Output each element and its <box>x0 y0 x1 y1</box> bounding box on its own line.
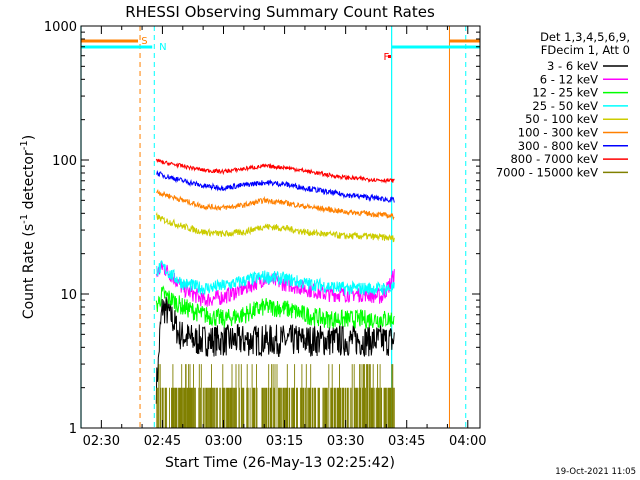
series-layer <box>155 158 395 428</box>
x-tick-label: 02:30 <box>83 434 120 449</box>
marker-layer: S N F <box>141 36 391 63</box>
y-axis-label: Count Rate (s-1 detector-1) <box>19 135 37 319</box>
x-tick-label: 02:45 <box>144 434 181 449</box>
chart-title: RHESSI Observing Summary Count Rates <box>125 3 435 21</box>
x-tick-label: 04:00 <box>449 434 486 449</box>
y-axis-ticks: 1 10 100 1000 <box>44 20 480 437</box>
legend-label: 6 - 12 keV <box>540 72 598 86</box>
legend-label: 12 - 25 keV <box>532 86 598 100</box>
marker-n: N <box>159 42 166 53</box>
legend-label: 100 - 300 keV <box>518 126 598 140</box>
y-tick-label: 1000 <box>44 20 77 35</box>
legend-label: 7000 - 15000 keV <box>496 165 598 179</box>
legend: Det 1,3,4,5,6,9, FDecim 1, Att 0 3 - 6 k… <box>496 30 630 179</box>
legend-header-line-1: Det 1,3,4,5,6,9, <box>540 30 630 44</box>
legend-label: 50 - 100 keV <box>525 112 598 126</box>
legend-label: 800 - 7000 keV <box>510 152 598 166</box>
plot-frame <box>80 25 481 429</box>
date-stamp: 19-Oct-2021 11:05 <box>555 467 636 477</box>
series-line <box>155 296 395 404</box>
marker-f: F <box>384 52 390 63</box>
x-tick-label: 03:45 <box>388 434 425 449</box>
series-line <box>156 260 395 296</box>
series-line <box>155 285 395 330</box>
x-axis-ticks: 02:30 02:45 03:00 03:15 03:30 03:45 04:00 <box>80 26 487 449</box>
series-line <box>156 170 395 204</box>
series-line <box>156 189 395 221</box>
legend-label: 300 - 800 keV <box>518 139 598 153</box>
series-line <box>155 158 395 184</box>
y-tick-label: 100 <box>52 154 77 169</box>
series-line <box>155 211 395 243</box>
legend-label: 3 - 6 keV <box>547 59 598 73</box>
legend-label: 25 - 50 keV <box>532 99 598 113</box>
series-line <box>156 364 395 428</box>
x-tick-label: 03:00 <box>205 434 242 449</box>
x-axis-label: Start Time (26-May-13 02:25:42) <box>165 455 395 471</box>
x-tick-label: 03:15 <box>266 434 303 449</box>
shading-lines <box>80 26 480 428</box>
y-tick-label: 1 <box>69 422 77 437</box>
x-tick-label: 03:30 <box>327 434 364 449</box>
y-tick-label: 10 <box>60 288 77 303</box>
marker-s: S <box>141 36 147 47</box>
flare-marker-dot <box>387 55 391 58</box>
legend-header-line-2: FDecim 1, Att 0 <box>541 43 630 57</box>
